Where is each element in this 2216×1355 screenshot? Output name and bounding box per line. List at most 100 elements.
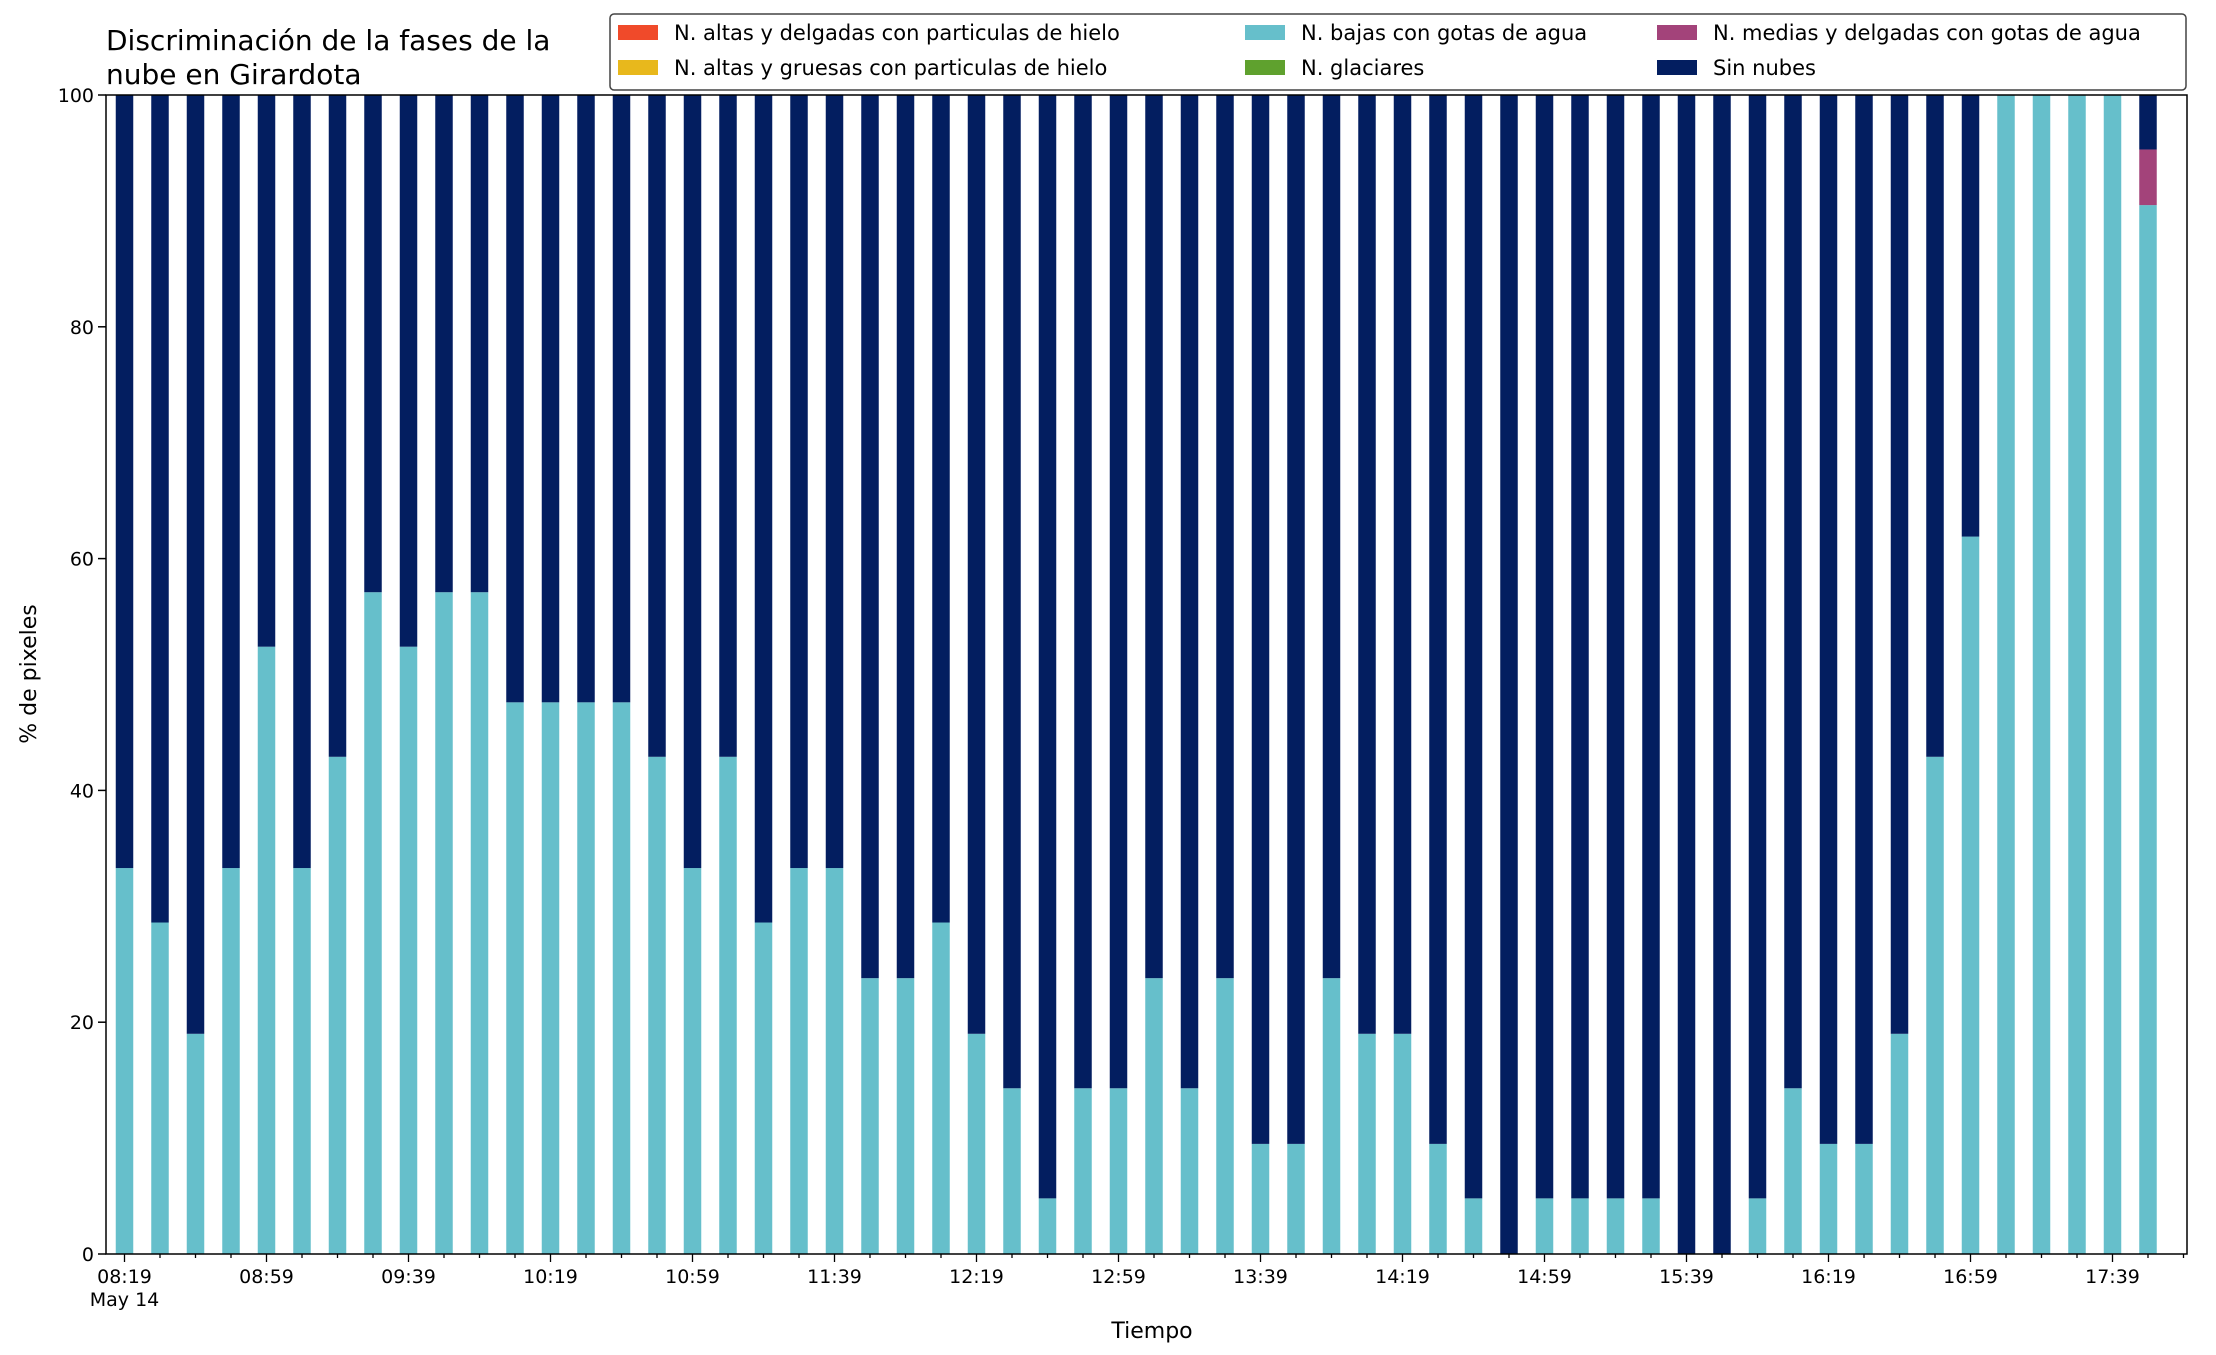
x-tick-label: 08:59 (239, 1266, 294, 1288)
bars-group (115, 95, 2157, 1255)
bar-segment (364, 95, 382, 593)
bar-segment (1074, 95, 1092, 1089)
legend-swatch (1657, 25, 1697, 40)
bar-segment (967, 1033, 986, 1254)
bar-segment (825, 95, 844, 869)
bar-segment (222, 868, 240, 1254)
bar-segment (754, 95, 773, 923)
bar-segment (1961, 95, 1980, 537)
y-tick-label: 100 (58, 85, 94, 107)
bar-segment (648, 756, 666, 1254)
bar-segment (577, 702, 595, 1254)
bar-segment (1784, 95, 1802, 1089)
bar-segment (896, 95, 915, 979)
x-tick-label: 16:59 (1943, 1266, 1998, 1288)
bar-segment (1180, 1088, 1199, 1254)
bar-segment (1145, 95, 1163, 979)
bar-segment (648, 95, 666, 757)
bar-segment (2068, 95, 2086, 1254)
bar-segment (1393, 1033, 1412, 1254)
bar-segment (1606, 95, 1625, 1199)
bar-segment (1429, 1143, 1447, 1254)
bar-segment (328, 756, 347, 1254)
bar-segment (506, 702, 524, 1254)
x-tick-label: 13:39 (1233, 1266, 1288, 1288)
bar-segment (435, 592, 453, 1254)
bar-segment (683, 868, 702, 1254)
bar-segment (1642, 95, 1660, 1199)
chart-title-line-1: Discriminación de la fases de la (106, 24, 550, 57)
bar-segment (1287, 1143, 1305, 1254)
bar-segment (470, 592, 489, 1254)
x-axis: 08:19 08:59 09:39 10:19 10:59 11:39 12:19 12:59… (90, 1254, 2185, 1311)
bar-segment (541, 95, 560, 703)
x-tick-label: 12:19 (949, 1266, 1004, 1288)
legend: N. altas y delgadas con particulas de hi… (609, 13, 2187, 91)
bar-segment (1251, 95, 1270, 1144)
bar-segment (1251, 1143, 1270, 1254)
bar-segment (1464, 95, 1483, 1199)
legend-label: N. medias y delgadas con gotas de agua (1713, 21, 2141, 45)
bar-segment (932, 95, 950, 923)
bar-segment (1216, 95, 1234, 979)
bar-segment (186, 1033, 205, 1254)
bar-segment (861, 95, 879, 979)
legend-label: N. glaciares (1301, 56, 1424, 80)
y-axis-label: % de pixeles (17, 604, 42, 743)
x-tick-label: 10:59 (665, 1266, 720, 1288)
x-tick-label: 10:19 (523, 1266, 578, 1288)
bar-segment (932, 922, 950, 1254)
x-tick-label: 11:39 (807, 1266, 862, 1288)
bar-segment (1038, 95, 1057, 1199)
bar-segment (719, 95, 737, 757)
bar-segment (1748, 95, 1767, 1199)
bar-segment (435, 95, 453, 593)
bar-segment (754, 922, 773, 1254)
bar-segment (790, 95, 808, 869)
bar-segment (1322, 95, 1341, 979)
bar-segment (1855, 95, 1873, 1144)
legend-label: Sin nubes (1713, 56, 1816, 80)
bar-segment (222, 95, 240, 869)
bar-segment (1819, 95, 1838, 1144)
bar-segment (1535, 95, 1554, 1199)
bar-segment (577, 95, 595, 703)
bar-segment (2032, 95, 2051, 1254)
bar-segment (1571, 95, 1589, 1199)
x-tick-label: 16:19 (1801, 1266, 1856, 1288)
y-axis: 0 20 40 60 80 100 (58, 85, 106, 1266)
bar-segment (612, 702, 631, 1254)
bar-segment (1074, 1088, 1092, 1254)
bar-segment (2139, 95, 2157, 150)
y-tick-label: 80 (70, 317, 94, 339)
bar-segment (790, 868, 808, 1254)
legend-swatch (1245, 60, 1285, 75)
bar-segment (1287, 95, 1305, 1144)
bar-segment (1038, 1198, 1057, 1254)
bar-segment (1819, 1143, 1838, 1254)
bar-segment (541, 702, 560, 1254)
bar-segment (1180, 95, 1199, 1089)
bar-segment (1145, 978, 1163, 1254)
bar-segment (1784, 1088, 1802, 1254)
bar-segment (1358, 1033, 1376, 1254)
bar-segment (115, 95, 134, 869)
bar-segment (2139, 149, 2157, 206)
bar-segment (1322, 978, 1341, 1254)
bar-segment (1926, 95, 1944, 757)
bar-segment (896, 978, 915, 1254)
bar-segment (612, 95, 631, 703)
x-tick-label: 17:39 (2085, 1266, 2140, 1288)
bar-segment (151, 922, 169, 1254)
bar-segment (1109, 1088, 1128, 1254)
bar-segment (1642, 1198, 1660, 1254)
bar-segment (399, 95, 418, 647)
bar-segment (257, 646, 276, 1254)
legend-swatch (618, 60, 658, 75)
legend-box (609, 13, 2187, 91)
bar-segment (2103, 95, 2122, 1254)
y-tick-label: 40 (70, 780, 94, 802)
bar-segment (861, 978, 879, 1254)
bar-segment (967, 95, 986, 1034)
